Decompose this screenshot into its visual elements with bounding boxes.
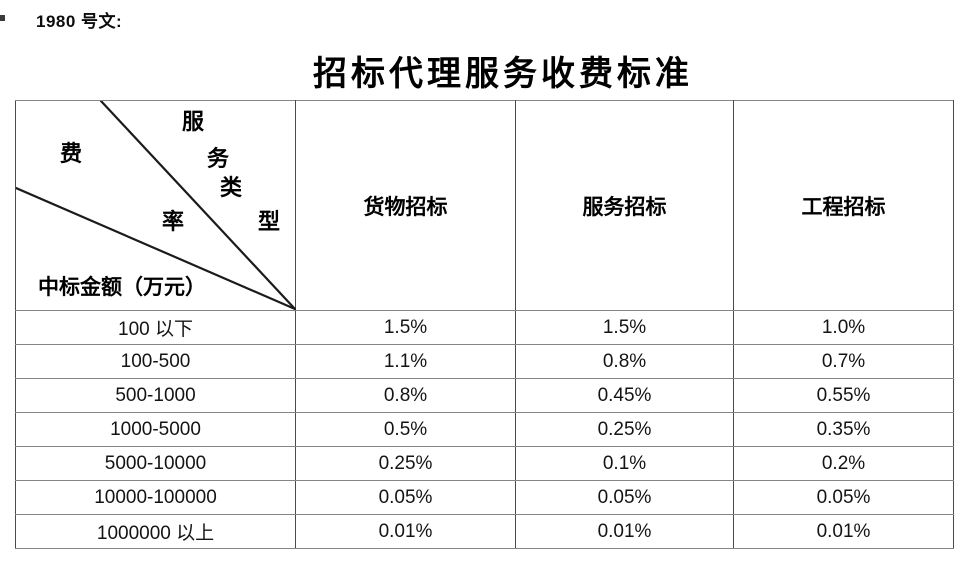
corner-label-service-char-4: 型	[258, 209, 281, 234]
table-row: 100 以下 1.5% 1.5% 1.0%	[15, 310, 954, 345]
fee-value-cell: 1.5%	[515, 310, 734, 345]
fee-value-cell: 0.35%	[733, 412, 954, 447]
fee-value-cell: 0.05%	[515, 480, 734, 515]
table-row: 10000-100000 0.05% 0.05% 0.05%	[15, 480, 954, 515]
amount-range-cell: 100 以下	[15, 310, 296, 345]
table-row: 1000-5000 0.5% 0.25% 0.35%	[15, 412, 954, 447]
table-row: 1000000 以上 0.01% 0.01% 0.01%	[15, 514, 954, 549]
fee-value-cell: 0.05%	[295, 480, 516, 515]
page-title: 招标代理服务收费标准	[313, 56, 693, 93]
fee-value-cell: 0.01%	[515, 514, 734, 549]
scan-edge-artifact	[0, 15, 5, 21]
fee-value-cell: 1.0%	[733, 310, 954, 345]
amount-axis-label: 中标金额（万元）	[38, 275, 206, 299]
amount-range-cell: 100-500	[15, 344, 296, 379]
corner-header-cell: 服 务 类 型 费 率 中标金额（万元）	[15, 100, 296, 311]
doc-number-label: 1980 号文:	[36, 12, 123, 31]
fee-value-cell: 0.05%	[733, 480, 954, 515]
fee-value-cell: 0.25%	[295, 446, 516, 481]
corner-cell-content: 服 务 类 型 费 率 中标金额（万元）	[16, 101, 296, 311]
amount-range-cell: 5000-10000	[15, 446, 296, 481]
amount-range-cell: 1000000 以上	[15, 514, 296, 549]
amount-range-cell: 10000-100000	[15, 480, 296, 515]
column-header-service: 服务招标	[515, 100, 734, 311]
diagonal-divider-lines	[16, 101, 296, 311]
fee-value-cell: 1.1%	[295, 344, 516, 379]
amount-range-cell: 500-1000	[15, 378, 296, 413]
corner-label-service-char-1: 服	[182, 109, 205, 134]
corner-label-service-char-2: 务	[207, 146, 230, 171]
fee-value-cell: 0.01%	[733, 514, 954, 549]
fee-value-cell: 0.01%	[295, 514, 516, 549]
fee-standard-table: 服 务 类 型 费 率 中标金额（万元） 货物招标 服务招标 工程招标 100 …	[15, 100, 954, 549]
table-row: 5000-10000 0.25% 0.1% 0.2%	[15, 446, 954, 481]
corner-label-service-char-3: 类	[220, 175, 243, 200]
amount-range-cell: 1000-5000	[15, 412, 296, 447]
column-header-engineering: 工程招标	[733, 100, 954, 311]
table-row: 500-1000 0.8% 0.45% 0.55%	[15, 378, 954, 413]
table-row: 100-500 1.1% 0.8% 0.7%	[15, 344, 954, 379]
fee-value-cell: 0.1%	[515, 446, 734, 481]
column-header-goods: 货物招标	[295, 100, 516, 311]
fee-value-cell: 0.8%	[295, 378, 516, 413]
fee-value-cell: 1.5%	[295, 310, 516, 345]
header-row: 服 务 类 型 费 率 中标金额（万元） 货物招标 服务招标 工程招标	[15, 100, 954, 311]
fee-value-cell: 0.2%	[733, 446, 954, 481]
fee-value-cell: 0.7%	[733, 344, 954, 379]
fee-value-cell: 0.25%	[515, 412, 734, 447]
fee-value-cell: 0.45%	[515, 378, 734, 413]
fee-value-cell: 0.8%	[515, 344, 734, 379]
corner-label-fee-char-2: 率	[162, 209, 185, 234]
fee-value-cell: 0.5%	[295, 412, 516, 447]
fee-value-cell: 0.55%	[733, 378, 954, 413]
corner-label-fee-char-1: 费	[60, 141, 83, 166]
